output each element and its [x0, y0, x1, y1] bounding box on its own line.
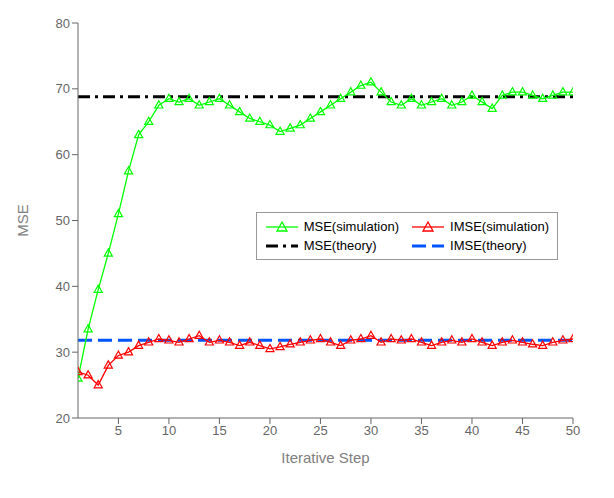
html-text:MSE(theory): MSE(theory): [303, 238, 377, 254]
svg-text:20: 20: [56, 411, 70, 426]
html-text:MSE(simulation): MSE(simulation): [303, 219, 399, 235]
svg-text:40: 40: [56, 279, 70, 294]
svg-text:30: 30: [364, 423, 378, 438]
svg-text:35: 35: [414, 423, 428, 438]
svg-text:Iterative Step: Iterative Step: [281, 449, 369, 466]
svg-text:60: 60: [56, 147, 70, 162]
svg-text:25: 25: [313, 423, 327, 438]
svg-text:50: 50: [56, 213, 70, 228]
svg-text:10: 10: [162, 423, 176, 438]
svg-text:70: 70: [56, 81, 70, 96]
svg-text:80: 80: [56, 16, 70, 31]
html-text:IMSE(theory): IMSE(theory): [450, 238, 527, 254]
svg-text:30: 30: [56, 345, 70, 360]
svg-text:45: 45: [515, 423, 529, 438]
html-text:IMSE(simulation): IMSE(simulation): [450, 219, 549, 235]
svg-text:40: 40: [465, 423, 479, 438]
svg-text:5: 5: [115, 423, 122, 438]
svg-text:20: 20: [263, 423, 277, 438]
svg-text:15: 15: [212, 423, 226, 438]
svg-text:MSE: MSE: [14, 204, 31, 237]
svg-text:50: 50: [566, 423, 580, 438]
